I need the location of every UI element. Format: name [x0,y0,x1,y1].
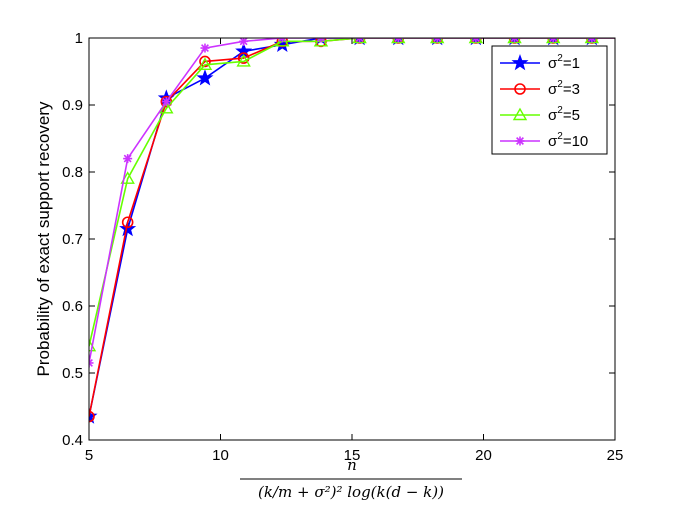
series-line [89,38,615,417]
axis-tick-labels: 5 10 15 20 25 0.4 0.5 0.6 0.7 0.8 0.9 1 [62,30,623,464]
y-tick-label: 1 [75,30,83,47]
y-tick-label: 0.6 [62,298,83,315]
legend-marker [514,83,526,95]
series-line [89,38,615,347]
data-point [277,38,287,43]
data-point [199,55,211,68]
series-line [89,38,615,364]
legend-marker [515,136,525,146]
data-point [123,154,133,164]
x-axis-label-denominator: (k/m + σ²)² log(k(d − k)) [258,483,444,501]
legend-label: σ2=10 [548,131,588,150]
x-tick-label: 5 [85,447,93,464]
legend: σ2=1 σ2=3 σ2=5 σ2=10 [491,45,608,155]
y-tick-label: 0.9 [62,97,83,114]
x-tick-label: 20 [475,447,492,464]
x-tick-label: 10 [212,447,229,464]
x-tick-label: 25 [607,447,624,464]
legend-entry: σ2=3 [500,79,580,98]
data-point [236,54,251,67]
data-point [89,410,95,423]
y-tick-label: 0.7 [62,231,83,248]
data-point [89,358,94,368]
legend-marker [511,54,529,71]
legend-entry: σ2=5 [500,105,580,124]
x-axis-label: n (k/m + σ²)² log(k(d − k)) [240,456,462,501]
series-4 [89,38,615,368]
data-point [197,57,213,71]
data-point [89,407,98,424]
data-point [355,38,365,43]
x-tick-label: 15 [344,447,361,464]
y-tick-label: 0.8 [62,164,83,181]
data-point [471,38,481,43]
data-point [587,38,597,43]
data-point [159,100,174,114]
legend-label: σ2=3 [548,79,580,98]
legend-box [491,45,608,155]
y-tick-label: 0.4 [62,432,83,449]
legend-label: σ2=5 [548,105,580,124]
y-tick-label: 0.5 [62,365,83,382]
data-point [316,38,326,43]
y-axis-label: Probability of exact support recovery [34,101,53,376]
data-point [121,216,134,229]
data-point [161,97,171,107]
legend-marker [512,107,528,121]
x-axis-label-numerator: n [347,456,357,474]
legend-label: σ2=1 [548,53,580,72]
data-point [393,38,403,43]
data-point [196,69,214,86]
data-point [119,219,137,237]
axis-ticks [88,37,616,441]
data-point [432,38,442,43]
series-line [89,38,615,417]
data-point [510,38,520,43]
legend-entry: σ2=1 [500,53,580,72]
plot-series-group [89,38,615,424]
legend-entry: σ2=10 [500,131,588,150]
data-point [548,38,558,43]
data-point [200,43,210,53]
